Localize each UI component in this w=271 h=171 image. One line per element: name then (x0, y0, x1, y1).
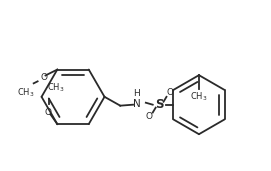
Text: CH$_3$: CH$_3$ (17, 87, 35, 99)
Text: S: S (155, 98, 164, 111)
Text: CH$_3$: CH$_3$ (47, 81, 64, 94)
Text: O: O (40, 73, 47, 82)
Text: H: H (134, 89, 140, 98)
Text: N: N (133, 99, 141, 109)
Text: O: O (167, 88, 174, 97)
Text: O: O (145, 112, 152, 121)
Text: O: O (45, 108, 52, 117)
Text: CH$_3$: CH$_3$ (190, 91, 208, 103)
